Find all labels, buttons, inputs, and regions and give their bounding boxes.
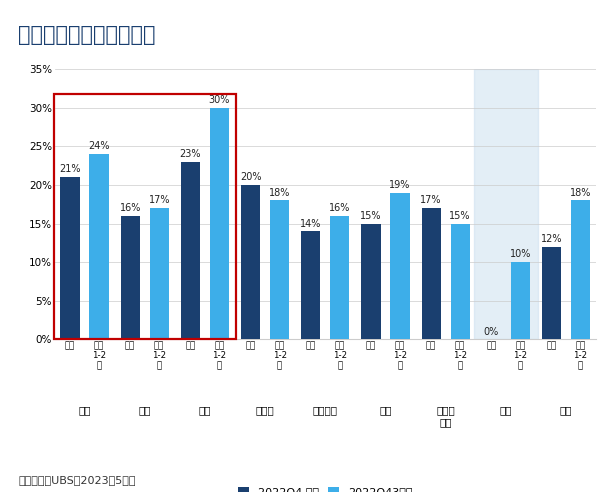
- Text: 14%: 14%: [300, 218, 322, 228]
- Text: 資料來源：UBS，2023年5月。: 資料來源：UBS，2023年5月。: [18, 475, 136, 485]
- Text: 18%: 18%: [570, 187, 591, 198]
- Text: 清洗: 清洗: [199, 405, 211, 415]
- Text: 23%: 23%: [179, 149, 201, 159]
- Text: 圖七：半導體在地生產率: 圖七：半導體在地生產率: [18, 25, 156, 45]
- Text: 17%: 17%: [420, 195, 442, 205]
- Text: 研磨: 研磨: [379, 405, 392, 415]
- Text: 19%: 19%: [389, 180, 410, 190]
- Text: 24%: 24%: [88, 141, 110, 151]
- Text: 16%: 16%: [120, 203, 141, 213]
- Bar: [330, 216, 350, 339]
- Bar: [451, 223, 470, 339]
- Text: 沈積: 沈積: [139, 405, 151, 415]
- Bar: [390, 192, 410, 339]
- Text: 21%: 21%: [60, 164, 81, 174]
- Bar: [150, 208, 169, 339]
- Bar: [474, 69, 537, 339]
- Bar: [241, 185, 260, 339]
- Text: 20%: 20%: [240, 172, 261, 182]
- Text: 15%: 15%: [449, 211, 471, 221]
- Bar: [181, 162, 200, 339]
- Bar: [301, 231, 320, 339]
- Text: 18%: 18%: [269, 187, 290, 198]
- Legend: 2022Q4 調查, 2022Q43調查: 2022Q4 調查, 2022Q43調查: [233, 482, 417, 492]
- Text: 12%: 12%: [541, 234, 562, 244]
- Text: 30%: 30%: [209, 95, 230, 105]
- Bar: [361, 223, 381, 339]
- Bar: [542, 246, 561, 339]
- Text: 17%: 17%: [148, 195, 170, 205]
- Text: 微影: 微影: [500, 405, 512, 415]
- Text: 蓴刻: 蓴刻: [78, 405, 91, 415]
- Bar: [60, 177, 80, 339]
- Bar: [89, 154, 109, 339]
- Text: 控制: 控制: [560, 405, 572, 415]
- Bar: [210, 108, 229, 339]
- Text: 10%: 10%: [510, 249, 531, 259]
- Text: 自動化
阻劑: 自動化 阻劑: [437, 405, 455, 427]
- Text: 0%: 0%: [484, 327, 499, 337]
- Text: 熱氧化: 熱氧化: [256, 405, 274, 415]
- Text: 離子植入: 離子植入: [313, 405, 338, 415]
- Text: 16%: 16%: [329, 203, 350, 213]
- Bar: [120, 216, 140, 339]
- Bar: [270, 200, 289, 339]
- Bar: [421, 208, 441, 339]
- Bar: [511, 262, 530, 339]
- Text: 15%: 15%: [360, 211, 382, 221]
- Bar: [571, 200, 590, 339]
